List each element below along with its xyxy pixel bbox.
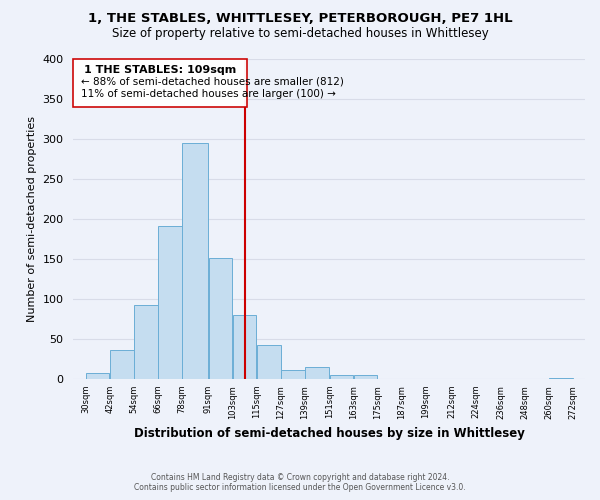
Bar (305, 367, 329, 379)
Text: 1 THE STABLES: 109sqm: 1 THE STABLES: 109sqm (84, 64, 236, 74)
X-axis label: Distribution of semi-detached houses by size in Whittlesey: Distribution of semi-detached houses by … (134, 427, 524, 440)
Text: Contains HM Land Registry data © Crown copyright and database right 2024.
Contai: Contains HM Land Registry data © Crown c… (134, 473, 466, 492)
Bar (209, 258, 232, 379)
Bar (233, 315, 256, 379)
FancyBboxPatch shape (73, 59, 247, 107)
Text: 1, THE STABLES, WHITTLESEY, PETERBOROUGH, PE7 1HL: 1, THE STABLES, WHITTLESEY, PETERBOROUGH… (88, 12, 512, 26)
Bar (110, 350, 134, 379)
Bar (182, 143, 208, 379)
Bar (281, 370, 305, 379)
Bar (549, 378, 572, 379)
Y-axis label: Number of semi-detached properties: Number of semi-detached properties (27, 116, 37, 322)
Bar (158, 226, 182, 379)
Bar (353, 375, 377, 379)
Text: ← 88% of semi-detached houses are smaller (812): ← 88% of semi-detached houses are smalle… (82, 76, 344, 86)
Bar (134, 305, 158, 379)
Bar (329, 375, 353, 379)
Text: Size of property relative to semi-detached houses in Whittlesey: Size of property relative to semi-detach… (112, 28, 488, 40)
Text: 11% of semi-detached houses are larger (100) →: 11% of semi-detached houses are larger (… (82, 88, 337, 99)
Bar (86, 373, 109, 379)
Bar (257, 345, 281, 379)
